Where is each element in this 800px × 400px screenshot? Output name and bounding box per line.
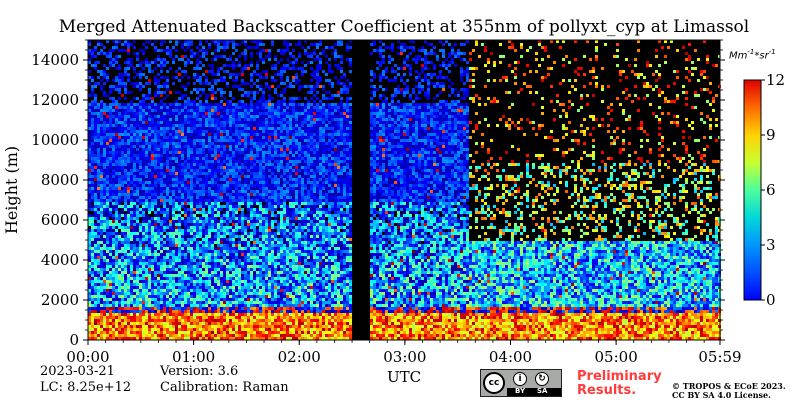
- license-sa-label: SA: [537, 387, 548, 395]
- x-tick-label: 03:00: [383, 348, 426, 366]
- y-tick-label: 2000: [41, 291, 79, 309]
- data-gap: [352, 40, 370, 340]
- colorbar-tick-label: 0: [766, 291, 776, 309]
- heatmap-cells: [88, 40, 721, 340]
- colorbar-gradient: [743, 79, 762, 301]
- preliminary-notice-line1: Preliminary: [577, 369, 662, 384]
- colorbar-tick-label: 12: [766, 71, 785, 89]
- colorbar: 0 3 6 9 12: [743, 71, 785, 309]
- copyright-line1: © TROPOS & ECoE 2023.: [672, 381, 786, 391]
- share-alike-icon: ↻: [535, 372, 549, 386]
- x-axis: 00:00 01:00 02:00 03:00 04:00 05:00 05:59: [66, 340, 742, 366]
- measurement-date: 2023-03-21: [40, 364, 115, 379]
- y-tick-label: 0: [69, 331, 79, 349]
- colorbar-ticks: 0 3 6 9 12: [761, 71, 785, 309]
- version-label: Version: 3.6: [160, 364, 239, 379]
- y-axis-label: Height (m): [2, 146, 21, 234]
- copyright-line2: CC BY SA 4.0 License.: [672, 390, 771, 400]
- y-tick-label: 8000: [41, 171, 79, 189]
- preliminary-notice-line2: Results.: [577, 383, 637, 398]
- x-tick-label: 01:00: [172, 348, 215, 366]
- x-tick-label: 00:00: [66, 348, 109, 366]
- y-tick-label: 12000: [31, 91, 79, 109]
- attribution-icon: i: [513, 372, 527, 386]
- x-axis-label: UTC: [387, 368, 422, 386]
- creative-commons-icon: cc: [483, 372, 505, 394]
- y-tick-label: 4000: [41, 251, 79, 269]
- colorbar-tick-label: 9: [766, 126, 776, 144]
- calibration-label: Calibration: Raman: [160, 380, 289, 395]
- license-by-label: BY: [515, 387, 526, 395]
- y-axis: 0 2000 4000 6000 8000 10000 12000 14000: [31, 39, 725, 349]
- y-tick-label: 10000: [31, 131, 79, 149]
- colorbar-unit-label: Mm-1*sr-1: [729, 48, 776, 62]
- x-tick-label: 05:00: [595, 348, 638, 366]
- x-tick-label: 04:00: [489, 348, 532, 366]
- x-tick-label: 05:59: [698, 348, 741, 366]
- y-tick-label: 14000: [31, 51, 79, 69]
- chart-title: Merged Attenuated Backscatter Coefficien…: [58, 17, 750, 37]
- cc-by-sa-license-badge: cc i ↻ BY SA: [480, 369, 562, 397]
- heatmap-plot-area: [87, 39, 721, 341]
- colorbar-tick-label: 6: [766, 181, 776, 199]
- colorbar-tick-label: 3: [766, 236, 776, 254]
- lidar-constant: LC: 8.25e+12: [40, 380, 132, 395]
- y-tick-label: 6000: [41, 211, 79, 229]
- x-tick-label: 02:00: [278, 348, 321, 366]
